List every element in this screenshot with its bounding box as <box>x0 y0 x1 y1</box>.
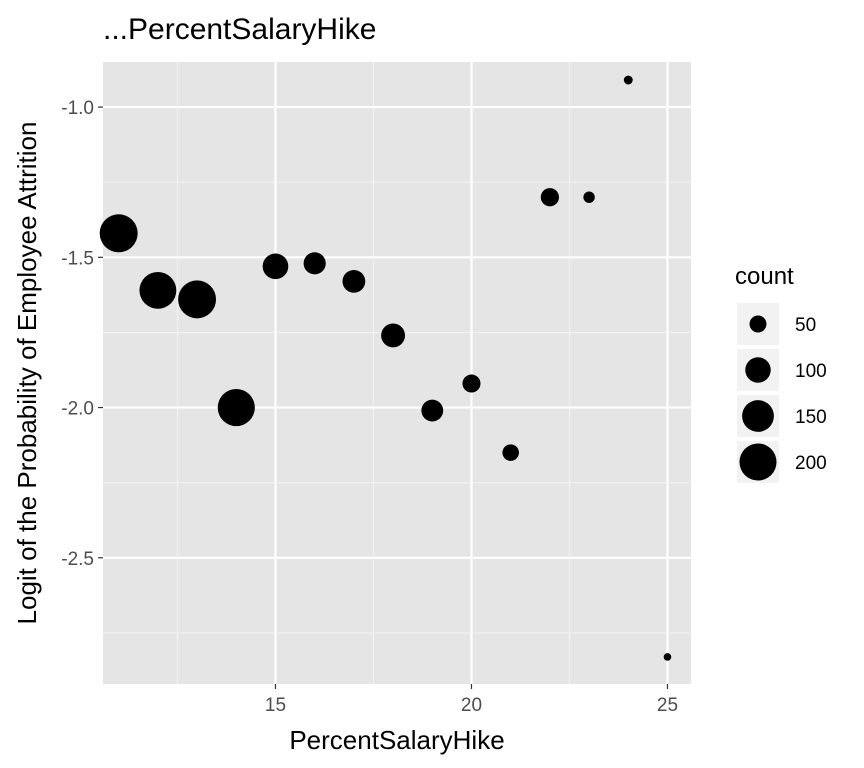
chart-title: ...PercentSalaryHike <box>103 13 376 46</box>
y-tick-label-0: -2.5 <box>61 549 94 570</box>
legend-key-symbol-0 <box>749 315 767 333</box>
data-point-6 <box>342 269 366 293</box>
data-point-2 <box>178 280 217 319</box>
data-point-14 <box>663 653 672 661</box>
major-gridlines <box>103 62 691 684</box>
data-point-5 <box>303 252 326 275</box>
data-point-0 <box>99 214 138 253</box>
size-legend: count 50 100 150 200 <box>735 263 827 483</box>
data-point-4 <box>262 253 289 280</box>
legend-label-0: 50 <box>795 315 816 336</box>
legend-label-2: 150 <box>795 407 827 428</box>
data-point-9 <box>462 374 481 393</box>
data-point-3 <box>217 388 255 427</box>
data-point-7 <box>381 323 406 348</box>
data-point-1 <box>139 271 177 309</box>
data-point-10 <box>502 444 519 461</box>
legend-keys: 50 100 150 200 <box>737 303 827 483</box>
y-tick-label-3: -1.0 <box>61 98 94 119</box>
data-point-8 <box>421 399 444 422</box>
y-axis-ticks: -2.5 -2.0 -1.5 -1.0 <box>61 98 103 570</box>
y-axis-title: Logit of the Probability of Employee Att… <box>12 122 42 625</box>
data-point-12 <box>583 191 595 203</box>
data-point-11 <box>540 188 559 207</box>
legend-key-symbol-1 <box>745 357 771 383</box>
legend-label-3: 200 <box>795 453 827 474</box>
x-tick-label-1: 20 <box>461 695 482 716</box>
legend-key-symbol-3 <box>739 443 777 481</box>
x-tick-label-2: 25 <box>657 695 678 716</box>
legend-key-symbol-2 <box>742 400 774 432</box>
y-tick-label-1: -2.0 <box>61 399 94 420</box>
x-axis-title: PercentSalaryHike <box>289 725 504 755</box>
legend-title: count <box>735 263 794 290</box>
plot-panel <box>103 62 691 684</box>
legend-label-1: 100 <box>795 361 827 382</box>
data-points <box>99 75 672 661</box>
x-tick-label-0: 15 <box>265 695 286 716</box>
data-point-13 <box>623 75 633 85</box>
x-axis-ticks: 15 20 25 <box>265 684 678 716</box>
y-tick-label-2: -1.5 <box>61 248 94 269</box>
